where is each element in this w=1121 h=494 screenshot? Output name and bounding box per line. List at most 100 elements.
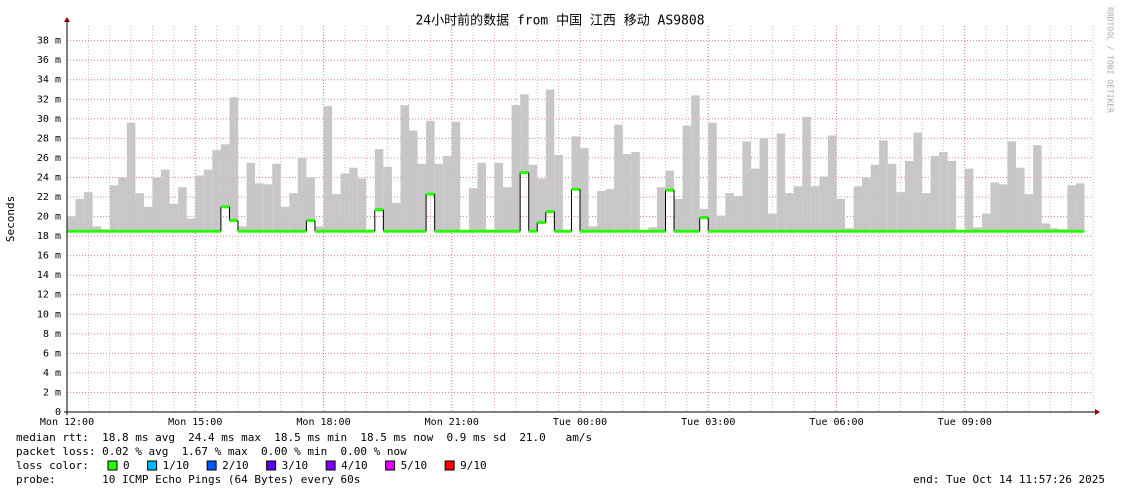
median-mark [973, 229, 982, 233]
x-tick-label: Mon 15:00 [168, 417, 222, 428]
median-mark [631, 229, 640, 233]
median-mark [1075, 229, 1085, 233]
median-mark [468, 229, 478, 233]
smoke-bar [246, 162, 256, 232]
smoke-bar [981, 213, 991, 232]
median-mark [161, 229, 170, 233]
median-mark [1016, 229, 1025, 233]
smoke-bar [725, 193, 734, 232]
y-tick-label: 28 m [37, 133, 61, 144]
median-mark [776, 229, 786, 233]
median-mark [212, 229, 221, 233]
smoke-bar [862, 177, 871, 232]
smoke-bar [998, 184, 1008, 232]
smoke-bar [434, 163, 444, 232]
smoke-bar [819, 176, 828, 232]
median-mark [870, 229, 880, 233]
median-mark [562, 229, 572, 233]
median-mark [768, 229, 777, 233]
y-tick-label: 20 m [37, 212, 61, 223]
y-tick-label: 14 m [37, 270, 61, 281]
median-mark [990, 229, 999, 233]
median-mark [1058, 229, 1068, 233]
median-mark [537, 220, 546, 224]
smoke-bar [887, 163, 897, 232]
median-mark [733, 229, 743, 233]
smoke-bar [178, 187, 187, 232]
smoke-bar [904, 160, 914, 232]
smoke-bar [1041, 223, 1051, 232]
legend-label: 9/10 [460, 459, 487, 472]
y-tick-label: 24 m [37, 172, 61, 183]
median-mark [802, 229, 811, 233]
median-mark [314, 229, 324, 233]
smoke-bar [383, 166, 392, 232]
median-mark [571, 187, 580, 191]
legend-swatch [325, 460, 336, 471]
median-mark [947, 229, 957, 233]
smoke-bar [571, 136, 580, 190]
stats-line: packet loss: 0.02 % avg 1.67 % max 0.00 … [16, 445, 407, 458]
median-mark [956, 229, 965, 233]
smoke-bar [503, 187, 512, 232]
smoke-bar [964, 168, 974, 232]
median-mark [255, 229, 264, 233]
smoke-bar [699, 208, 709, 218]
smoke-bar [511, 105, 521, 232]
median-mark [332, 229, 341, 233]
x-tick-label: Tue 06:00 [809, 417, 863, 428]
smoke-bar [468, 188, 478, 232]
median-mark [682, 229, 692, 233]
median-mark [306, 218, 315, 222]
median-mark [913, 229, 922, 233]
smoke-bar [827, 135, 837, 232]
smoke-bar [768, 213, 777, 232]
smoke-bar [306, 177, 315, 221]
smoke-bar [973, 227, 982, 232]
arrow [64, 17, 70, 22]
probe-text: probe: 10 ICMP Echo Pings (64 Bytes) eve… [16, 473, 360, 486]
smoke-bar [810, 186, 820, 232]
smoke-bar [922, 193, 931, 232]
smoke-bar [280, 206, 290, 232]
median-mark [67, 229, 76, 233]
median-mark [751, 229, 760, 233]
median-mark [810, 229, 820, 233]
smoke-bar [84, 192, 93, 232]
median-mark [605, 229, 615, 233]
median-mark [904, 229, 914, 233]
median-mark [922, 229, 931, 233]
median-mark [451, 229, 461, 233]
smoke-bar [733, 196, 743, 232]
median-mark [1007, 229, 1017, 233]
median-mark [981, 229, 991, 233]
smoke-bar [939, 152, 948, 232]
legend-swatch [266, 460, 277, 471]
smoke-bar [836, 198, 846, 232]
smoke-bar [272, 163, 281, 232]
smoke-bar [759, 138, 769, 232]
median-mark [998, 229, 1008, 233]
smoke-bar [605, 189, 615, 232]
smoke-bar [793, 186, 803, 232]
median-mark [639, 229, 649, 233]
median-mark [656, 229, 666, 233]
smoke-bar [289, 193, 298, 232]
median-mark [118, 229, 127, 233]
smoke-bar [1016, 167, 1025, 232]
median-mark [827, 229, 837, 233]
y-axis-label: Seconds [4, 196, 17, 242]
median-mark [511, 229, 521, 233]
median-mark [400, 229, 409, 233]
legend-swatch [206, 460, 217, 471]
legend-swatch [385, 460, 396, 471]
median-mark [1024, 229, 1034, 233]
smoke-bar [665, 170, 675, 191]
smoke-bar [776, 133, 786, 232]
median-mark [708, 229, 717, 233]
smoke-bar [580, 148, 589, 232]
median-mark [887, 229, 897, 233]
x-tick-label: Tue 09:00 [938, 417, 992, 428]
median-mark [169, 229, 179, 233]
median-mark [674, 229, 683, 233]
